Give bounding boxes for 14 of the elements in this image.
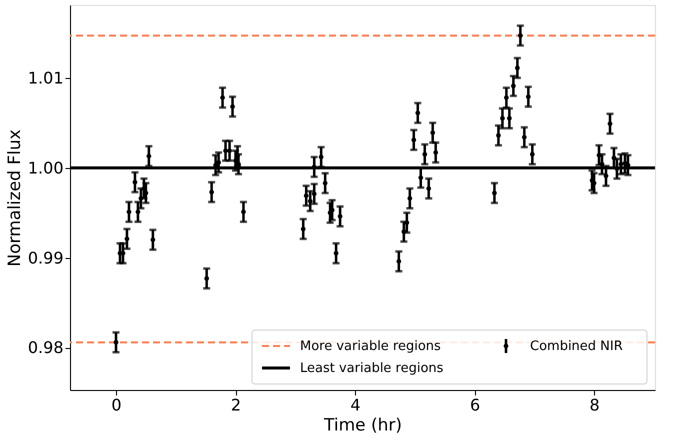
x-axis-title: Time (hr) bbox=[322, 416, 402, 436]
legend-label: Least variable regions bbox=[300, 361, 444, 376]
legend-label: Combined NIR bbox=[530, 339, 623, 354]
y-tick-label: 1.00 bbox=[28, 158, 64, 178]
y-tick-label: 0.99 bbox=[28, 248, 64, 268]
x-tick-label: 4 bbox=[350, 396, 361, 414]
legend-label: More variable regions bbox=[300, 339, 442, 354]
x-tick-label: 0 bbox=[111, 396, 122, 414]
y-axis-title: Normalized Flux bbox=[4, 129, 25, 267]
y-tick-label: 0.98 bbox=[28, 338, 64, 358]
y-tick-label: 1.01 bbox=[28, 68, 64, 88]
x-tick-label: 6 bbox=[470, 396, 480, 414]
x-tick-label: 2 bbox=[230, 396, 242, 414]
x-tick-label: 8 bbox=[589, 396, 600, 414]
